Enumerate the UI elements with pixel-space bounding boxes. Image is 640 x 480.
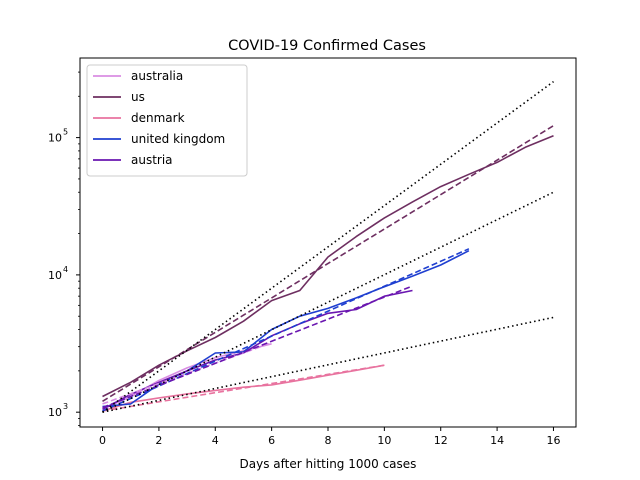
- series-line-trend-5-dashed: [102, 342, 272, 405]
- x-tick-label: 6: [268, 434, 275, 447]
- x-tick-label: 10: [377, 434, 391, 447]
- series-line-trend-9-dashed: [102, 285, 413, 409]
- y-tick-exponent: 5: [63, 128, 68, 137]
- x-tick-label: 16: [546, 434, 560, 447]
- series-line-austria: [102, 289, 413, 411]
- legend-label: austria: [131, 153, 173, 167]
- y-tick-label: 10: [48, 269, 62, 282]
- series-line-us: [102, 135, 554, 398]
- x-tick-label: 2: [155, 434, 162, 447]
- series-line-trend-7-dashed: [102, 364, 385, 412]
- y-tick-exponent: 3: [63, 402, 68, 411]
- x-tick-label: 14: [490, 434, 504, 447]
- y-tick-exponent: 4: [63, 265, 68, 274]
- series-layer: [102, 80, 554, 413]
- legend-box: [86, 64, 248, 177]
- series-line-trend-12-dotted: [102, 316, 554, 413]
- x-axis-label: Days after hitting 1000 cases: [240, 457, 417, 471]
- x-tick-label: 0: [99, 434, 106, 447]
- chart-title: COVID-19 Confirmed Cases: [228, 38, 426, 54]
- y-tick-label: 10: [48, 132, 62, 145]
- legend: australia us denmark united kingdom austria: [86, 64, 248, 177]
- x-tick-label: 12: [434, 434, 448, 447]
- series-line-trend-10-dotted: [102, 80, 554, 413]
- y-tick-label: 10: [48, 406, 62, 419]
- legend-label: australia: [131, 69, 183, 83]
- series-line-trend-6-dashed: [102, 125, 554, 402]
- legend-label: us: [131, 90, 145, 104]
- x-tick-label: 8: [325, 434, 332, 447]
- x-axis: 0 2 4 6 8 10 12 14 16: [99, 427, 560, 447]
- legend-label: united kingdom: [131, 132, 225, 146]
- x-tick-label: 4: [212, 434, 219, 447]
- legend-label: denmark: [131, 111, 185, 125]
